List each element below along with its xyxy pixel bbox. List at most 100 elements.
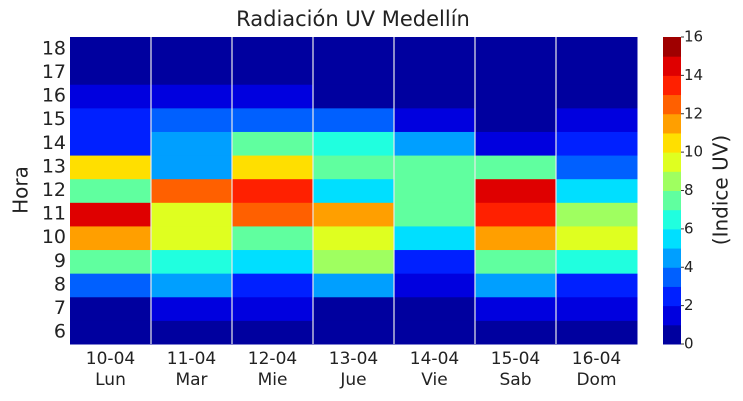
colorbar-band — [663, 75, 681, 96]
chart-title: Radiación UV Medellín — [236, 7, 470, 31]
colorbar-band — [663, 228, 681, 249]
heatmap-cell — [394, 107, 476, 132]
colorbar-band — [663, 152, 681, 172]
heatmap-cell — [151, 37, 233, 62]
heatmap-cell — [232, 320, 314, 345]
heatmap-cell — [70, 296, 152, 321]
colorbar-tick-label: 12 — [684, 104, 703, 122]
heatmap-cell — [70, 155, 152, 180]
heatmap-cell — [556, 249, 638, 274]
y-tick-label: 8 — [54, 273, 66, 295]
x-tick-day: Vie — [421, 370, 447, 390]
heatmap-cell — [313, 37, 395, 62]
heatmap-cell — [394, 320, 476, 345]
colorbar-band — [663, 56, 681, 76]
heatmap-cell — [313, 178, 395, 203]
heatmap-cell — [70, 273, 152, 298]
x-tick-day: Sab — [500, 370, 532, 390]
heatmap-cell — [475, 273, 557, 298]
heatmap-cell — [556, 202, 638, 227]
heatmap-cell — [313, 60, 395, 85]
heatmap-cell — [394, 131, 476, 156]
colorbar-tick-label: 4 — [684, 258, 694, 276]
heatmap-cell — [394, 225, 476, 251]
heatmap-cell — [232, 178, 314, 203]
heatmap-cell — [556, 107, 638, 132]
heatmap-cell — [232, 273, 314, 298]
heatmap-cell — [70, 320, 152, 345]
heatmap-cell — [313, 84, 395, 109]
heatmap-cell — [70, 225, 152, 251]
colorbar-band — [663, 209, 681, 230]
x-tick-day: Mar — [175, 370, 207, 390]
colorbar-tick-label: 8 — [684, 181, 694, 199]
heatmap-cell — [394, 202, 476, 227]
heatmap-cell — [232, 131, 314, 156]
colorbar-tick-label: 14 — [684, 66, 703, 84]
x-tick-label: 11-04 — [167, 349, 216, 369]
heatmap-cell — [556, 84, 638, 109]
heatmap-cell — [475, 84, 557, 109]
heatmap-cell — [556, 60, 638, 85]
heatmap-cell — [151, 84, 233, 109]
heatmap-cell — [394, 37, 476, 62]
y-tick-label: 9 — [54, 250, 66, 272]
heatmap-cell — [556, 131, 638, 156]
heatmap-cell — [475, 155, 557, 180]
heatmap-cell — [556, 320, 638, 345]
colorbar-band — [663, 190, 681, 211]
heatmap-cell — [556, 225, 638, 251]
y-tick-label: 15 — [42, 108, 66, 130]
heatmap-cell — [313, 107, 395, 132]
heatmap-cell — [394, 249, 476, 274]
heatmap-cell — [70, 84, 152, 109]
heatmap-cell — [394, 273, 476, 298]
colorbar-band — [663, 113, 681, 134]
colorbar-band — [663, 94, 681, 115]
heatmap-cell — [70, 178, 152, 203]
x-tick-label: 16-04 — [572, 349, 621, 369]
heatmap-cell — [475, 202, 557, 227]
heatmap-cell — [151, 225, 233, 251]
heatmap-cell — [313, 320, 395, 345]
heatmap-cell — [70, 60, 152, 85]
y-tick-label: 17 — [42, 61, 66, 83]
x-tick-label: 14-04 — [410, 349, 459, 369]
y-tick-label: 18 — [42, 37, 66, 59]
heatmap-cell — [556, 296, 638, 321]
heatmap-cell — [394, 296, 476, 321]
colorbar-band — [663, 132, 681, 153]
x-tick-label: 15-04 — [491, 349, 540, 369]
heatmap-cell — [151, 178, 233, 203]
heatmap-cell — [70, 202, 152, 227]
colorbar-tick-label: 10 — [684, 143, 703, 161]
y-tick-label: 12 — [42, 179, 66, 201]
heatmap-cell — [232, 37, 314, 62]
y-tick-label: 14 — [42, 132, 66, 154]
x-tick-label: 12-04 — [248, 349, 297, 369]
heatmap-cell — [475, 37, 557, 62]
heatmap-cell — [475, 131, 557, 156]
heatmap-cell — [394, 60, 476, 85]
heatmap-cell — [475, 60, 557, 85]
x-tick-label: 10-04 — [86, 349, 135, 369]
heatmap-cell — [313, 225, 395, 251]
y-tick-label: 10 — [42, 226, 66, 248]
heatmap-cell — [70, 249, 152, 274]
y-axis-label: Hora — [9, 166, 33, 214]
heatmap-cell — [151, 249, 233, 274]
heatmap-cell — [151, 60, 233, 85]
heatmap-cell — [151, 131, 233, 156]
heatmap-cell — [556, 273, 638, 298]
y-tick-label: 13 — [42, 155, 66, 177]
x-tick-label: 13-04 — [329, 349, 378, 369]
x-tick-day: Mie — [258, 370, 288, 390]
y-tick-label: 11 — [42, 203, 66, 225]
heatmap-cell — [232, 60, 314, 85]
heatmap-cell — [70, 107, 152, 132]
heatmap-cell — [475, 225, 557, 251]
heatmap-cell — [313, 131, 395, 156]
colorbar-band — [663, 267, 681, 287]
heatmap-cell — [475, 178, 557, 203]
